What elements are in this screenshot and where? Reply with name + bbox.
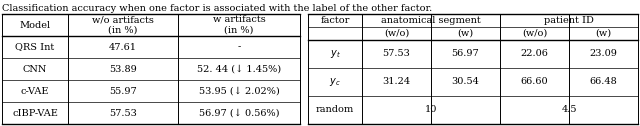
Text: $y_c$: $y_c$ [329,76,341,88]
Text: 53.89: 53.89 [109,65,137,73]
Text: 23.09: 23.09 [589,50,618,58]
Text: (w/o): (w/o) [522,29,547,38]
Text: Classification accuracy when one factor is associated with the label of the othe: Classification accuracy when one factor … [2,4,432,13]
Text: 30.54: 30.54 [452,77,479,87]
Text: 4.5: 4.5 [561,105,577,115]
Text: -: - [237,42,241,52]
Text: (w): (w) [595,29,612,38]
Text: w/o artifacts
(in %): w/o artifacts (in %) [92,15,154,35]
Text: 57.53: 57.53 [109,108,137,118]
Text: random: random [316,105,354,115]
Text: $y_t$: $y_t$ [330,48,340,60]
Text: 22.06: 22.06 [520,50,548,58]
Text: 52. 44 (↓ 1.45%): 52. 44 (↓ 1.45%) [197,65,281,73]
Text: anatomical segment: anatomical segment [381,16,481,25]
Text: 53.95 (↓ 2.02%): 53.95 (↓ 2.02%) [198,87,280,96]
Text: QRS Int: QRS Int [15,42,54,52]
Text: patient ID: patient ID [544,16,594,25]
Text: 66.60: 66.60 [521,77,548,87]
Text: (w): (w) [458,29,474,38]
Text: c-VAE: c-VAE [20,87,49,96]
Text: 10: 10 [425,105,437,115]
Text: w artifacts
(in %): w artifacts (in %) [212,15,266,35]
Text: 47.61: 47.61 [109,42,137,52]
Text: 57.53: 57.53 [383,50,410,58]
Text: (w/o): (w/o) [384,29,409,38]
Text: CNN: CNN [23,65,47,73]
Text: factor: factor [320,16,349,25]
Text: 31.24: 31.24 [383,77,411,87]
Text: 56.97: 56.97 [452,50,479,58]
Text: cIBP-VAE: cIBP-VAE [12,108,58,118]
Text: 56.97 (↓ 0.56%): 56.97 (↓ 0.56%) [199,108,279,118]
Text: Model: Model [19,21,51,29]
Text: 55.97: 55.97 [109,87,137,96]
Text: 66.48: 66.48 [589,77,618,87]
